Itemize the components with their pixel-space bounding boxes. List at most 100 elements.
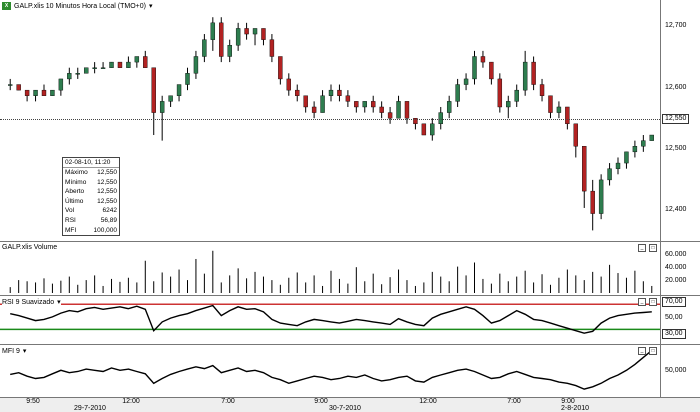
- time-tick: 12:00: [122, 398, 140, 405]
- candle-body: [50, 89, 55, 96]
- candle-body: [252, 28, 258, 35]
- candle-body: [598, 179, 604, 214]
- volume-chart[interactable]: [0, 242, 660, 295]
- price-plot-area[interactable]: X GALP.xlis 10 Minutos Hora Local (TMO+0…: [0, 0, 661, 241]
- price-tick: 12,600: [665, 84, 687, 91]
- candle-body: [649, 134, 654, 141]
- candle-body: [522, 61, 528, 91]
- info-row: Mínimo 12,550: [63, 178, 119, 188]
- candle-body: [480, 56, 486, 63]
- minimize-icon[interactable]: _: [638, 347, 646, 355]
- rsi-axis[interactable]: 70,00 50,00 30,00: [661, 296, 700, 344]
- candle-body: [303, 95, 308, 108]
- mfi-chart[interactable]: [0, 345, 660, 397]
- mfi-axis[interactable]: 50,000: [661, 345, 700, 397]
- candle-body: [168, 95, 173, 102]
- mfi-pane[interactable]: MFI 9 ▾ _ □ 50,000: [0, 345, 700, 398]
- candle-body: [41, 89, 47, 96]
- rsi-lower-tag: 30,00: [662, 329, 686, 339]
- info-row-label: Último: [65, 197, 84, 205]
- candle-body: [75, 73, 80, 75]
- candle-body: [463, 78, 469, 85]
- rsi-upper-tag: 70,00: [662, 297, 686, 307]
- rsi-pane-title-text: RSI 9 Suavizado: [2, 298, 55, 306]
- candle-body: [607, 168, 612, 181]
- info-row: RSI 56,89: [63, 216, 119, 226]
- candle-body: [278, 56, 283, 80]
- candle-body: [438, 112, 443, 125]
- info-row: Último 12,550: [63, 197, 119, 207]
- minimize-icon[interactable]: _: [638, 298, 646, 306]
- info-row-label: MFI: [65, 226, 77, 234]
- volume-axis[interactable]: 60.000 40.000 20.000: [661, 242, 700, 295]
- candle-body: [83, 67, 89, 74]
- dropdown-arrow-icon[interactable]: ▾: [22, 348, 27, 355]
- candle-body: [565, 106, 570, 125]
- candle-body: [126, 61, 131, 68]
- info-row-label: Aberto: [65, 188, 85, 196]
- date-label: 30-7-2010: [329, 405, 361, 412]
- info-row-value: 12,550: [97, 178, 117, 186]
- volume-pane-title[interactable]: GALP.xlis Volume: [2, 244, 58, 251]
- candle-body: [573, 123, 579, 147]
- candle-body: [354, 101, 359, 108]
- rsi-plot-area[interactable]: RSI 9 Suavizado ▾ _ □: [0, 296, 661, 344]
- price-tick: 12,400: [665, 206, 687, 213]
- candle-body: [641, 140, 646, 147]
- candle-body: [202, 39, 207, 57]
- mfi-pane-title[interactable]: MFI 9 ▾: [2, 347, 27, 355]
- current-price-line: [0, 119, 660, 120]
- time-tick: 7:00: [221, 398, 235, 405]
- candle-body: [413, 117, 418, 125]
- time-tick: 9:00: [314, 398, 328, 405]
- price-pane-title[interactable]: X GALP.xlis 10 Minutos Hora Local (TMO+0…: [2, 2, 153, 10]
- candle-body: [624, 151, 629, 164]
- date-label: 29-7-2010: [74, 405, 106, 412]
- data-info-box: 02-08-10, 11:20 Máximo 12,550 Mínimo 12,550…: [62, 157, 120, 237]
- candle-body: [235, 28, 241, 46]
- candle-body: [632, 146, 638, 153]
- info-row: Aberto 12,550: [63, 187, 119, 197]
- candle-body: [582, 146, 587, 192]
- info-row-value: 100,000: [93, 226, 118, 234]
- maximize-icon[interactable]: □: [649, 244, 657, 252]
- volume-plot-area[interactable]: GALP.xlis Volume _ □: [0, 242, 661, 295]
- dropdown-arrow-icon[interactable]: ▾: [57, 299, 61, 306]
- candle-body: [362, 101, 367, 108]
- maximize-icon[interactable]: □: [649, 347, 657, 355]
- time-axis[interactable]: 9:50 12:00 7:00 9:00 12:00 7:00 9:00 29-…: [0, 398, 700, 412]
- candle-body: [67, 73, 72, 80]
- rsi-chart[interactable]: [0, 296, 660, 344]
- candle-body: [92, 67, 97, 69]
- candle-body: [109, 61, 114, 68]
- candle-body: [210, 22, 216, 40]
- candle-body: [337, 89, 342, 96]
- volume-pane-buttons: _ □: [638, 244, 657, 252]
- candle-body: [143, 56, 148, 68]
- maximize-icon[interactable]: □: [649, 298, 657, 306]
- info-row-value: 12,550: [97, 169, 117, 176]
- price-pane[interactable]: X GALP.xlis 10 Minutos Hora Local (TMO+0…: [0, 0, 700, 242]
- info-row-value: 56,89: [100, 216, 117, 224]
- minimize-icon[interactable]: _: [638, 244, 646, 252]
- volume-tick: 40.000: [665, 264, 687, 271]
- price-pane-title-text: GALP.xlis 10 Minutos Hora Local (TMO+0): [14, 2, 146, 10]
- price-axis[interactable]: 12,700 12,600 12,550 12,500 12,400: [661, 0, 700, 241]
- rsi-pane[interactable]: RSI 9 Suavizado ▾ _ □ 70,00 50,00 30,00: [0, 296, 700, 345]
- rsi-tick: 50,00: [665, 314, 683, 321]
- candle-body: [404, 101, 410, 119]
- price-tick: 12,500: [665, 145, 687, 152]
- candlestick-chart[interactable]: [0, 0, 660, 241]
- time-tick: 9:50: [26, 398, 40, 405]
- candle-body: [286, 78, 291, 91]
- volume-pane[interactable]: GALP.xlis Volume _ □ 60.000 40.000 20.00…: [0, 242, 700, 296]
- candle-body: [548, 95, 553, 113]
- dropdown-arrow-icon[interactable]: ▾: [148, 3, 153, 10]
- candle-body: [311, 106, 317, 113]
- info-row-value: 12,550: [97, 188, 117, 196]
- mfi-plot-area[interactable]: MFI 9 ▾ _ □: [0, 345, 661, 397]
- mfi-tick: 50,000: [665, 367, 687, 374]
- candle-body: [58, 78, 64, 91]
- rsi-pane-title[interactable]: RSI 9 Suavizado ▾: [2, 298, 61, 306]
- volume-pane-title-text: GALP.xlis Volume: [2, 244, 58, 251]
